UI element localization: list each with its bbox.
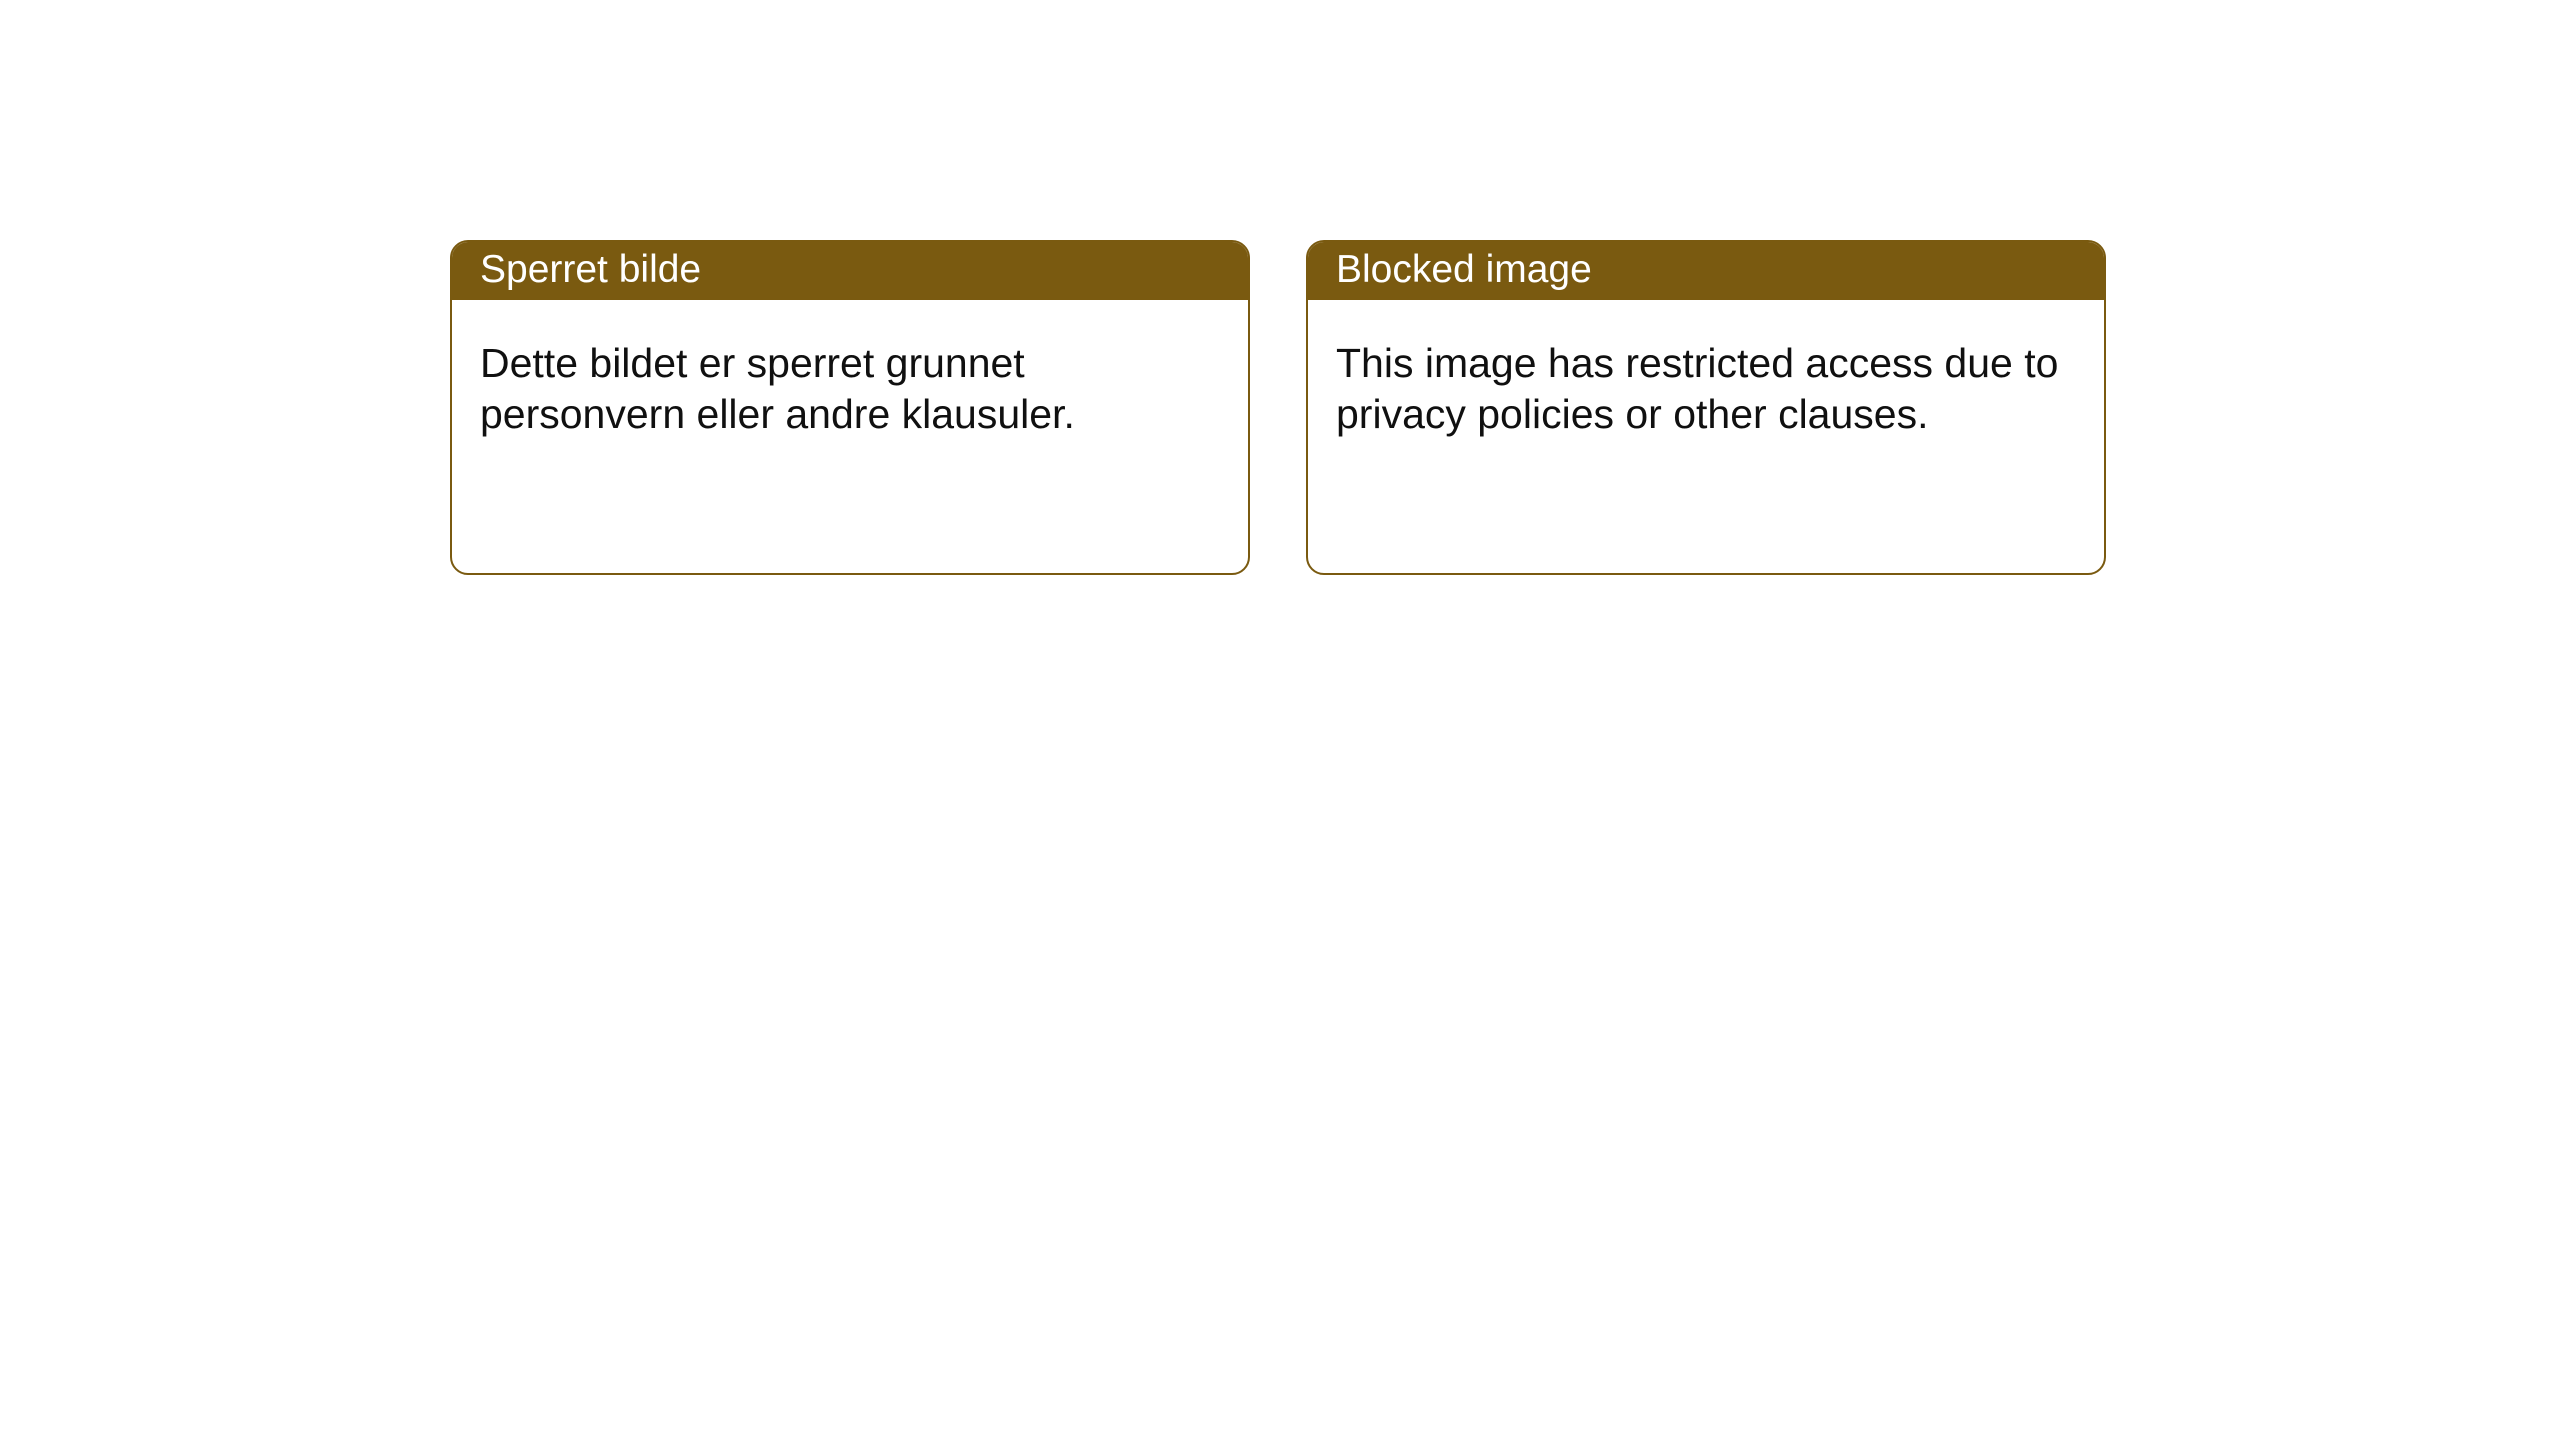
notice-container: Sperret bilde Dette bildet er sperret gr… bbox=[450, 240, 2106, 575]
notice-body: Dette bildet er sperret grunnet personve… bbox=[452, 300, 1248, 469]
notice-header: Blocked image bbox=[1308, 242, 2104, 300]
notice-box-norwegian: Sperret bilde Dette bildet er sperret gr… bbox=[450, 240, 1250, 575]
notice-header: Sperret bilde bbox=[452, 242, 1248, 300]
notice-body: This image has restricted access due to … bbox=[1308, 300, 2104, 469]
notice-box-english: Blocked image This image has restricted … bbox=[1306, 240, 2106, 575]
